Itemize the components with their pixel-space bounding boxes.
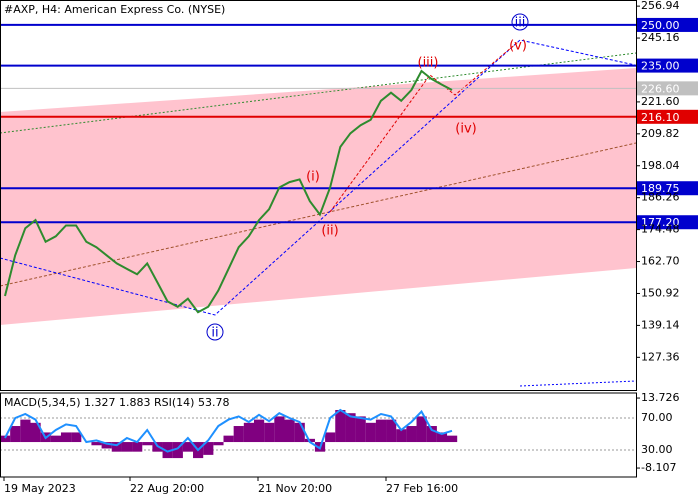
level-tag — [637, 215, 698, 230]
macd-bar — [264, 422, 275, 443]
macd-bar — [284, 419, 295, 443]
wave-label: (iv) — [455, 122, 476, 137]
chart-title: #AXP, H4: American Express Co. (NYSE) — [4, 3, 225, 16]
macd-bar — [111, 442, 122, 452]
x-tick-label: 27 Feb 16:00 — [386, 482, 458, 495]
macd-bar — [0, 435, 11, 443]
level-label: 226.60 — [641, 82, 680, 95]
level-tag — [637, 181, 698, 196]
trend-line — [0, 52, 637, 134]
wave-label: iii — [515, 16, 526, 31]
macd-bar — [172, 442, 183, 459]
macd-bar — [416, 416, 427, 443]
macd-bar — [436, 432, 448, 443]
macd-bar — [60, 432, 72, 443]
y-tick-label: 209.82 — [641, 127, 680, 140]
x-tick-label: 19 May 2023 — [4, 482, 76, 495]
level-tag — [637, 81, 698, 96]
trend-line — [0, 142, 637, 287]
macd-bar — [162, 442, 173, 459]
level-label: 177.20 — [641, 216, 680, 229]
level-label: 235.00 — [641, 60, 680, 73]
y-tick-label: 127.36 — [641, 350, 680, 363]
y-tick-label: 150.92 — [641, 286, 680, 299]
macd-bar — [274, 416, 285, 443]
level-label: 189.75 — [641, 182, 680, 195]
macd-bar — [142, 442, 153, 446]
macd-bar — [223, 435, 234, 443]
level-label: 250.00 — [641, 19, 680, 32]
macd-bar — [203, 442, 214, 455]
macd-bar — [213, 442, 224, 446]
macd-bar — [253, 419, 265, 443]
y-tick-label: 139.14 — [641, 318, 680, 331]
macd-bar — [396, 429, 407, 443]
level-label: 216.10 — [641, 111, 680, 124]
macd-bar — [335, 409, 346, 443]
macd-bar — [182, 442, 194, 452]
macd-bar — [91, 442, 102, 446]
wave-circle — [206, 323, 224, 341]
wave-label: ii — [211, 326, 218, 341]
level-tag — [637, 109, 698, 124]
macd-bar — [20, 419, 31, 443]
trend-line — [519, 380, 637, 387]
y-tick-label: 174.48 — [641, 223, 680, 236]
y2-tick-label: 30.00 — [641, 443, 673, 456]
y-tick-label: 162.70 — [641, 255, 680, 268]
wave-path — [0, 39, 636, 316]
wave-label: (ii) — [321, 224, 338, 239]
indicator-label: MACD(5,34,5) 1.327 1.883 RSI(14) 53.78 — [4, 396, 229, 409]
x-tick-label: 21 Nov 20:00 — [258, 482, 332, 495]
y2-tick-label: 70.00 — [641, 411, 673, 424]
panel-frame — [0, 392, 637, 478]
macd-bar — [426, 426, 437, 443]
y-tick-label: 198.04 — [641, 159, 680, 172]
macd-bar — [325, 432, 336, 443]
macd-bar — [375, 419, 387, 443]
wave-label: (iii) — [418, 56, 439, 71]
macd-bar — [365, 422, 376, 443]
macd-bar — [355, 416, 366, 443]
panel-frame — [0, 0, 637, 391]
wave-circle — [511, 13, 529, 31]
rsi-line — [4, 408, 453, 453]
macd-bar — [386, 419, 397, 443]
macd-bar — [132, 442, 143, 452]
x-tick-label: 22 Aug 20:00 — [130, 482, 204, 495]
macd-bar — [30, 422, 41, 443]
macd-bar — [447, 435, 458, 443]
y-tick-label: -8.107 — [641, 461, 676, 474]
wave-label: (i) — [306, 170, 320, 185]
macd-bar — [50, 435, 61, 443]
y-tick-label: 256.94 — [641, 0, 680, 12]
macd-bar — [243, 422, 255, 443]
macd-bar — [233, 426, 244, 443]
y-tick-label: 221.60 — [641, 95, 680, 108]
channel — [0, 68, 636, 325]
price-line — [4, 69, 453, 314]
y-tick-label: 186.26 — [641, 191, 680, 204]
macd-bar — [121, 442, 133, 452]
wave-label: (v) — [509, 39, 527, 54]
macd-bar — [10, 426, 21, 443]
macd-bar — [294, 422, 305, 443]
level-tag — [637, 17, 698, 32]
macd-bar — [101, 442, 112, 449]
macd-bar — [71, 432, 82, 443]
y-tick-label: 13.726 — [641, 391, 680, 404]
y-tick-label: 245.16 — [641, 31, 680, 44]
macd-bar — [345, 413, 356, 443]
level-tag — [637, 58, 698, 73]
macd-bar — [406, 426, 417, 443]
